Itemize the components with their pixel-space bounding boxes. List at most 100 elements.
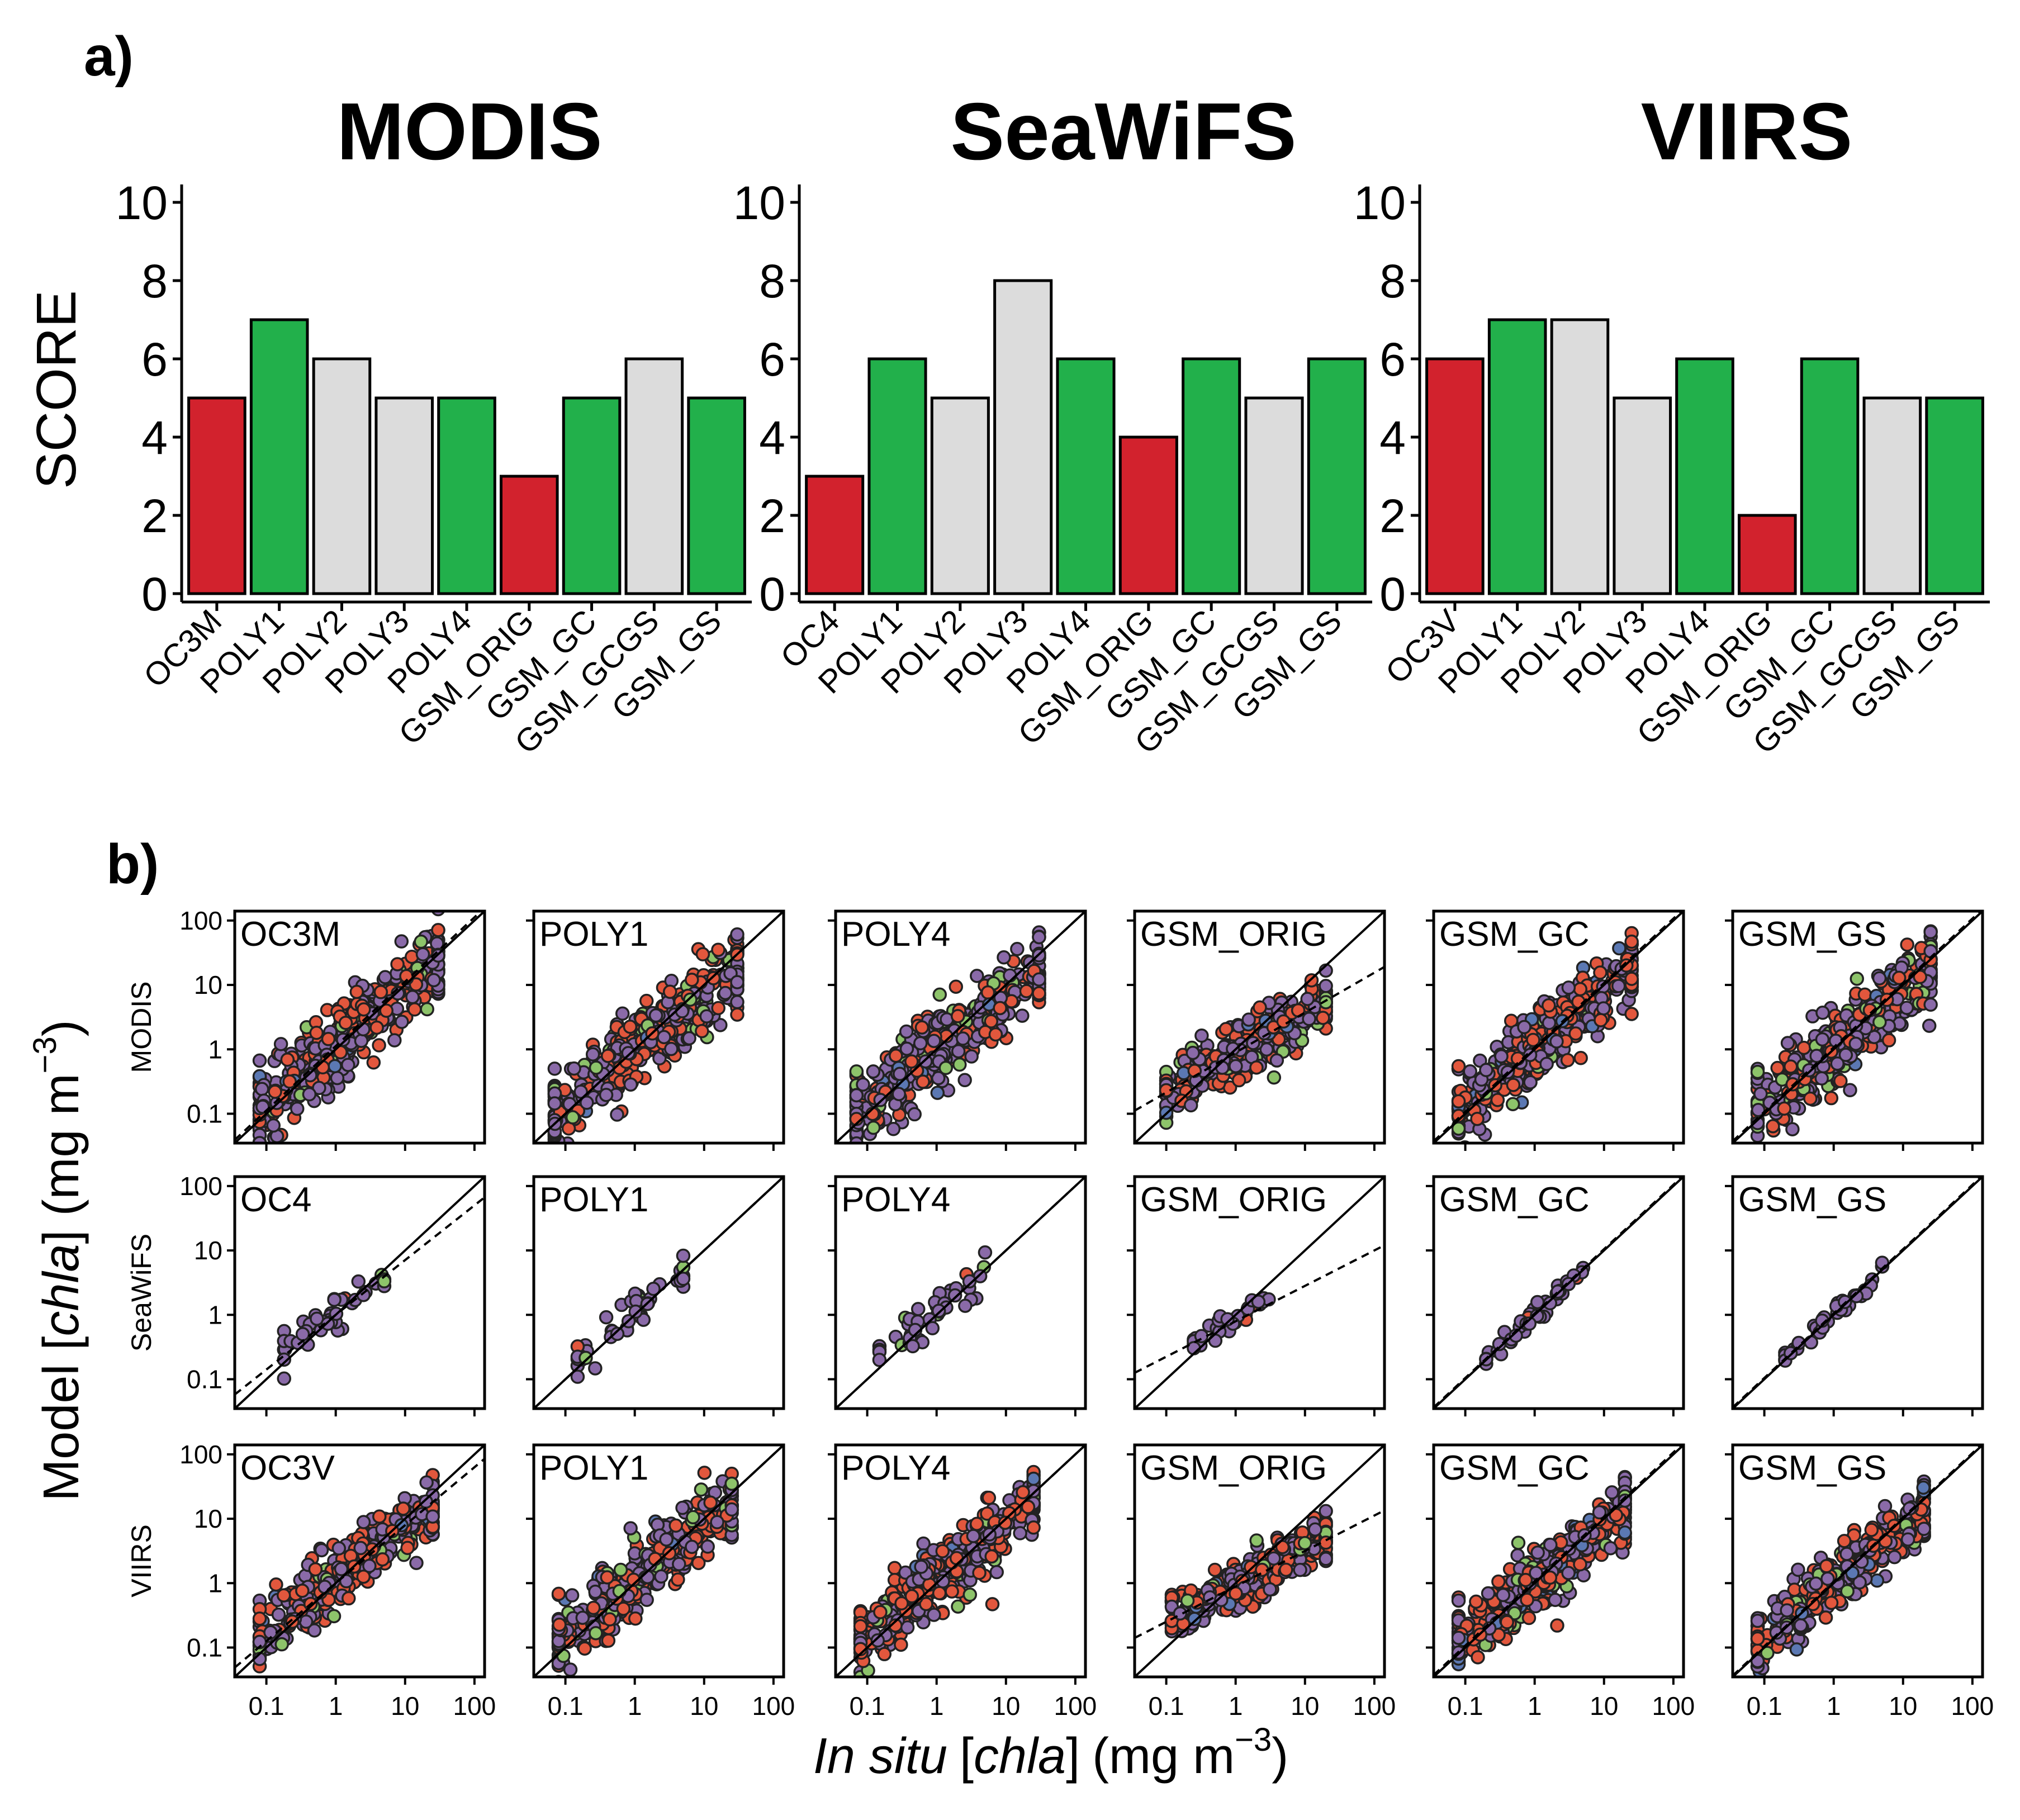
data-point [1592, 1505, 1607, 1520]
scatter-panel-modis-gsm-orig: GSM_ORIG [1127, 909, 1386, 1151]
one-to-one-line [235, 911, 485, 1143]
data-point [919, 1596, 933, 1612]
data-point [394, 934, 409, 949]
x-tick-label: 1 [329, 1691, 343, 1721]
data-point [615, 1006, 630, 1021]
data-point [691, 1556, 706, 1570]
data-point [893, 1067, 907, 1082]
data-point [254, 1160, 266, 1172]
data-point [1300, 992, 1315, 1006]
bar-poly1 [867, 357, 927, 595]
data-point [280, 1053, 295, 1067]
data-point [1267, 1070, 1282, 1085]
data-point [356, 1569, 371, 1584]
bar-chart-title: MODIS [336, 86, 602, 177]
data-point [1824, 1091, 1839, 1106]
data-point [1750, 1064, 1765, 1079]
data-point [1849, 1289, 1864, 1304]
data-point [947, 1288, 962, 1303]
data-point [931, 1304, 946, 1318]
data-point [966, 1529, 981, 1543]
data-point [711, 1001, 726, 1016]
x-tick-label: 10 [391, 1691, 419, 1721]
data-point [357, 1002, 371, 1017]
data-point [420, 1002, 434, 1017]
data-point [610, 1326, 625, 1341]
data-point [552, 1617, 567, 1632]
x-tick-label: 0.1 [850, 1691, 885, 1721]
data-point [419, 1475, 434, 1490]
bar-chart-title: SeaWiFS [950, 86, 1296, 177]
data-point [1913, 969, 1927, 984]
data-point [648, 1008, 663, 1023]
data-point [1605, 1485, 1619, 1500]
data-point [426, 973, 441, 988]
data-point [1877, 1499, 1893, 1514]
data-point [1032, 972, 1046, 987]
y-tick-label: 10 [194, 1504, 222, 1533]
bar-poly1 [1487, 318, 1547, 595]
one-to-one-line [1135, 1177, 1384, 1409]
panel-plot-area [534, 1445, 784, 1677]
bar-poly2 [312, 357, 372, 595]
panel-frame [1133, 909, 1386, 1145]
data-point [1542, 998, 1556, 1013]
data-point [675, 1500, 690, 1515]
data-point [935, 1544, 950, 1558]
panel-plot-area [1135, 911, 1384, 1143]
data-point [913, 1036, 928, 1051]
panel-plot-area [1434, 911, 1684, 1143]
data-point [980, 1506, 994, 1521]
data-point [623, 1077, 638, 1092]
panel-frame [532, 1175, 785, 1410]
data-point [1469, 1594, 1483, 1609]
data-point [945, 1584, 959, 1599]
data-point [1293, 1562, 1307, 1577]
data-point [285, 1614, 300, 1629]
data-point [610, 1107, 624, 1122]
data-point [952, 1057, 967, 1072]
data-point [1521, 1610, 1537, 1625]
data-point [1319, 995, 1333, 1009]
data-point [1568, 1026, 1583, 1041]
y-tick-label: 1 [208, 1035, 222, 1064]
data-point [1843, 1083, 1857, 1098]
x-tick-label: 0.1 [548, 1691, 584, 1721]
data-point [309, 1025, 324, 1040]
regression-line [534, 1445, 784, 1677]
data-point [603, 1612, 617, 1627]
data-point [377, 1274, 392, 1288]
data-point [697, 1466, 712, 1480]
y-tick-label: 0.1 [187, 1633, 222, 1662]
data-point [1229, 1059, 1243, 1074]
panel-algorithm-label: POLY1 [539, 1181, 648, 1219]
data-point [957, 1073, 972, 1088]
data-point [579, 1350, 593, 1366]
data-point [682, 1031, 696, 1046]
data-point [1573, 982, 1588, 997]
data-point [586, 1600, 601, 1615]
data-point [905, 1339, 920, 1354]
y-tick-label: 4 [1379, 411, 1406, 464]
data-point [1015, 1008, 1030, 1023]
panel-algorithm-label: OC3M [240, 915, 340, 954]
y-tick-label: 10 [733, 177, 785, 229]
data-point [1830, 1056, 1844, 1071]
data-point [277, 1371, 292, 1386]
data-point [599, 1310, 614, 1325]
panel-plot-area [836, 1445, 1085, 1677]
data-point [646, 1281, 661, 1296]
y-tick-label: 10 [194, 970, 222, 999]
data-point [1253, 1000, 1267, 1015]
data-point [565, 1110, 580, 1125]
sensor-label-seawifs: SeaWiFS [126, 1234, 157, 1352]
bar-gsm-gc [1182, 357, 1241, 595]
panel-frame [1133, 1443, 1386, 1679]
data-point [998, 1515, 1013, 1530]
data-point [1766, 1119, 1780, 1134]
panel-plot-area [836, 1177, 1085, 1409]
data-point [970, 969, 984, 983]
data-point [695, 1023, 709, 1039]
